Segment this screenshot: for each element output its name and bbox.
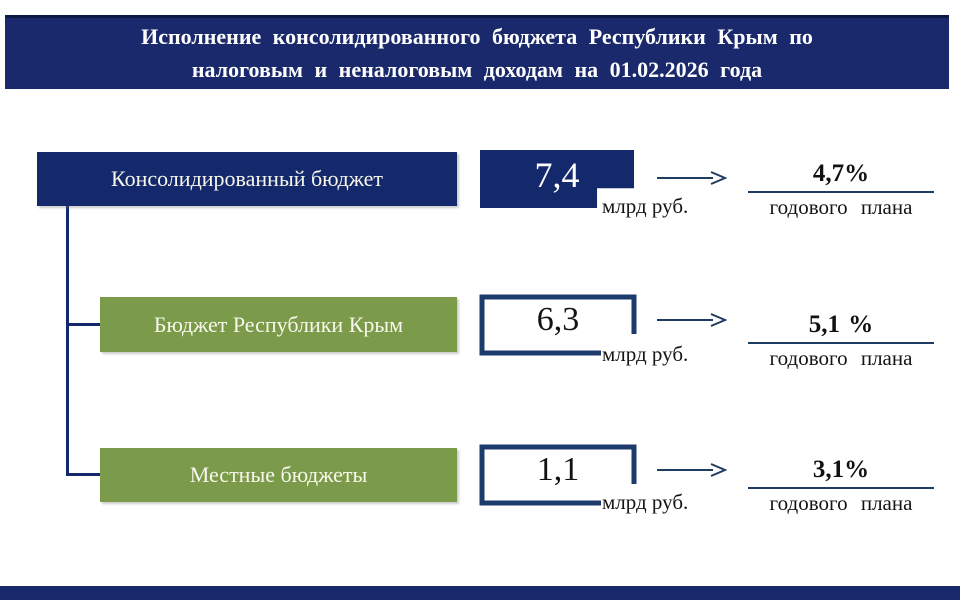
connector-trunk [66, 206, 69, 476]
value-box-local: 1,1 [479, 444, 637, 506]
value-local: 1,1 [536, 451, 580, 488]
node-republic-budget: Бюджет Республики Крым [100, 297, 457, 352]
footer-bar [0, 586, 960, 600]
unit-label-local: млрд руб. [602, 490, 689, 514]
node-consolidated-budget: Консолидированный бюджет [37, 152, 457, 206]
percent-value-local: 3,1% [812, 456, 870, 483]
percent-value-republic: 5,1 % [808, 311, 874, 338]
value-box-republic: 6,3 [479, 294, 637, 356]
arrow-right-icon [657, 171, 727, 185]
arrow-right-icon [657, 313, 727, 327]
value-consolidated: 7,4 [534, 155, 580, 195]
connector-branch-republic [66, 323, 102, 326]
value-box-outline [479, 444, 637, 506]
arrow-right-icon [657, 463, 727, 477]
percent-value-consolidated: 4,7% [812, 160, 870, 187]
percent-caption-consolidated: годового плана [769, 195, 913, 219]
percent-divider [748, 191, 934, 193]
title-banner: Исполнение консолидированного бюджета Ре… [5, 15, 949, 89]
percent-caption-republic: годового плана [769, 346, 913, 370]
percent-block-republic: 5,1 % годового плана [748, 311, 934, 371]
percent-divider [748, 342, 934, 344]
value-republic: 6,3 [536, 301, 580, 338]
unit-label-republic: млрд руб. [602, 342, 689, 366]
connector-branch-local [66, 473, 102, 476]
percent-block-local: 3,1% годового плана [748, 456, 934, 516]
percent-divider [748, 487, 934, 489]
percent-block-consolidated: 4,7% годового плана [748, 160, 934, 220]
value-box-outline [479, 294, 637, 356]
unit-label-consolidated: млрд руб. [602, 194, 689, 218]
title-line-2: налоговым и неналоговым доходам на 01.02… [191, 57, 763, 82]
value-box-consolidated: 7,4 [480, 150, 634, 208]
title-line-1: Исполнение консолидированного бюджета Ре… [141, 24, 813, 49]
node-local-budgets: Местные бюджеты [100, 448, 457, 502]
percent-caption-local: годового плана [769, 491, 913, 515]
